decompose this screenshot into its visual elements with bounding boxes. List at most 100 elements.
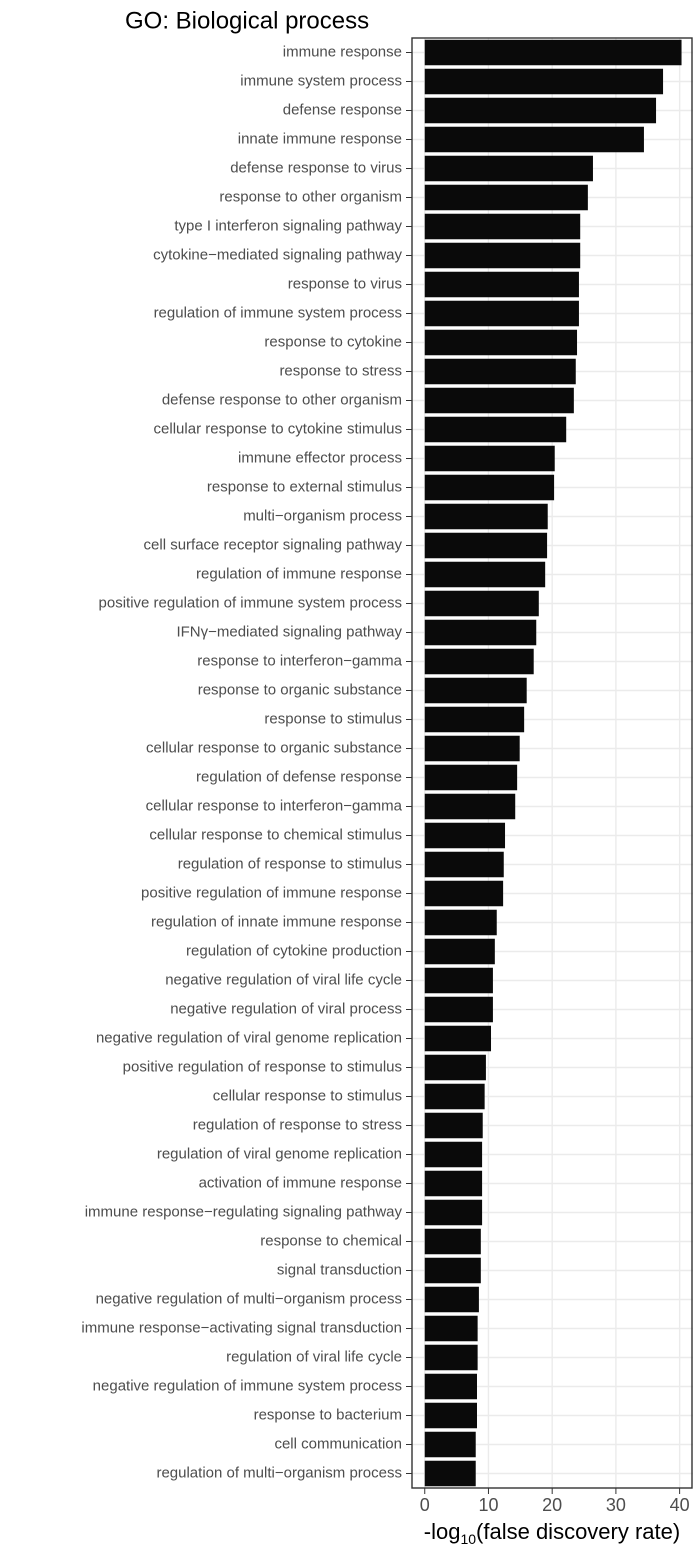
bar bbox=[424, 938, 495, 965]
y-tick-label: regulation of innate immune response bbox=[151, 913, 402, 930]
bar bbox=[424, 474, 555, 501]
y-tick-label: regulation of immune response bbox=[196, 565, 402, 582]
y-tick-label: activation of immune response bbox=[199, 1174, 402, 1191]
bar bbox=[424, 329, 578, 356]
bar bbox=[424, 1141, 483, 1168]
bar bbox=[424, 1054, 486, 1081]
y-tick-label: cellular response to organic substance bbox=[146, 739, 402, 756]
y-tick-label: IFNγ−mediated signaling pathway bbox=[176, 623, 402, 640]
bar bbox=[424, 706, 525, 733]
y-tick-label: cellular response to interferon−gamma bbox=[146, 797, 403, 814]
bar bbox=[424, 880, 504, 907]
x-axis-label-suffix: (false discovery rate) bbox=[476, 1519, 680, 1544]
y-tick-label: regulation of cytokine production bbox=[186, 942, 402, 959]
bar bbox=[424, 1431, 476, 1458]
bar bbox=[424, 619, 537, 646]
bar bbox=[424, 851, 504, 878]
bar bbox=[424, 358, 576, 385]
bar bbox=[424, 561, 546, 588]
y-tick-label: immune response−regulating signaling pat… bbox=[85, 1203, 403, 1220]
bar bbox=[424, 793, 516, 820]
bar bbox=[424, 1112, 483, 1139]
bar bbox=[424, 68, 664, 95]
bar bbox=[424, 532, 548, 559]
bar bbox=[424, 155, 593, 182]
bar bbox=[424, 1315, 478, 1342]
bar bbox=[424, 1228, 481, 1255]
bar bbox=[424, 1199, 483, 1226]
y-tick-label: response to virus bbox=[288, 275, 402, 292]
y-tick-label: cell surface receptor signaling pathway bbox=[144, 536, 403, 553]
y-tick-label: response to external stimulus bbox=[207, 478, 402, 495]
bar bbox=[424, 996, 493, 1023]
y-tick-label: positive regulation of immune system pro… bbox=[99, 594, 402, 611]
x-tick-label: 30 bbox=[606, 1495, 626, 1515]
y-tick-label: regulation of response to stimulus bbox=[178, 855, 402, 872]
y-tick-label: defense response to virus bbox=[230, 159, 402, 176]
y-tick-label: positive regulation of response to stimu… bbox=[123, 1058, 402, 1075]
bar bbox=[424, 242, 581, 269]
bar bbox=[424, 416, 567, 443]
y-tick-label: negative regulation of viral process bbox=[170, 1000, 402, 1017]
y-tick-label: regulation of defense response bbox=[196, 768, 402, 785]
bar bbox=[424, 1286, 479, 1313]
bar bbox=[424, 1373, 477, 1400]
bar bbox=[424, 503, 548, 530]
bar bbox=[424, 97, 657, 124]
y-tick-label: innate immune response bbox=[238, 130, 402, 147]
y-tick-label: multi−organism process bbox=[243, 507, 402, 524]
x-tick-label: 20 bbox=[542, 1495, 562, 1515]
y-tick-label: cellular response to chemical stimulus bbox=[149, 826, 402, 843]
y-tick-label: negative regulation of multi−organism pr… bbox=[96, 1290, 402, 1307]
bar bbox=[424, 1083, 485, 1110]
y-tick-label: regulation of viral life cycle bbox=[226, 1348, 402, 1365]
y-tick-label: type I interferon signaling pathway bbox=[174, 217, 402, 234]
y-tick-label: negative regulation of immune system pro… bbox=[93, 1377, 402, 1394]
bar bbox=[424, 126, 644, 153]
y-tick-label: immune effector process bbox=[238, 449, 402, 466]
x-axis-label-subscript: 10 bbox=[460, 1531, 476, 1547]
y-tick-label: defense response bbox=[283, 101, 402, 118]
bar bbox=[424, 271, 579, 298]
y-tick-label: negative regulation of viral life cycle bbox=[165, 971, 402, 988]
y-tick-label: cell communication bbox=[274, 1435, 402, 1452]
y-tick-label: response to interferon−gamma bbox=[197, 652, 402, 669]
y-tick-label: defense response to other organism bbox=[162, 391, 402, 408]
bar bbox=[424, 1170, 483, 1197]
y-tick-label: signal transduction bbox=[277, 1261, 402, 1278]
bar bbox=[424, 764, 518, 791]
y-tick-label: immune response bbox=[283, 43, 402, 60]
y-tick-label: response to stimulus bbox=[264, 710, 402, 727]
bar bbox=[424, 1402, 477, 1429]
bar bbox=[424, 677, 527, 704]
bar bbox=[424, 39, 682, 66]
bar bbox=[424, 445, 555, 472]
bar bbox=[424, 967, 493, 994]
y-tick-label: regulation of immune system process bbox=[154, 304, 402, 321]
bar bbox=[424, 387, 574, 414]
x-axis-label-prefix: -log bbox=[424, 1519, 461, 1544]
bar bbox=[424, 909, 497, 936]
y-tick-label: negative regulation of viral genome repl… bbox=[96, 1029, 402, 1046]
chart-title: GO: Biological process bbox=[125, 7, 369, 34]
y-tick-label: response to bacterium bbox=[254, 1406, 402, 1423]
bar bbox=[424, 1257, 481, 1284]
bar bbox=[424, 590, 539, 617]
x-tick-label: 40 bbox=[670, 1495, 690, 1515]
y-tick-label: response to organic substance bbox=[198, 681, 402, 698]
y-tick-label: cellular response to cytokine stimulus bbox=[154, 420, 402, 437]
y-tick-label: positive regulation of immune response bbox=[141, 884, 402, 901]
y-tick-label: response to other organism bbox=[219, 188, 402, 205]
x-tick-label: 10 bbox=[478, 1495, 498, 1515]
y-tick-label: cellular response to stimulus bbox=[213, 1087, 402, 1104]
y-tick-label: immune system process bbox=[240, 72, 402, 89]
x-axis-label: -log10(false discovery rate) bbox=[424, 1519, 680, 1547]
y-tick-label: response to chemical bbox=[260, 1232, 402, 1249]
bar bbox=[424, 1025, 492, 1052]
bar bbox=[424, 648, 534, 675]
y-tick-label: response to cytokine bbox=[264, 333, 402, 350]
y-tick-label: immune response−activating signal transd… bbox=[81, 1319, 402, 1336]
bar bbox=[424, 213, 581, 240]
bar bbox=[424, 184, 588, 211]
